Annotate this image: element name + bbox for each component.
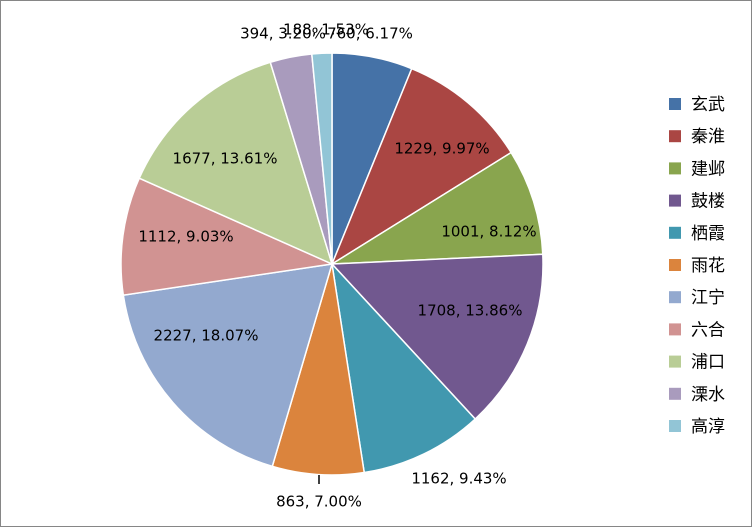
data-label-7: 2227, 18.07% <box>154 327 259 345</box>
legend-swatch-5 <box>669 226 681 239</box>
legend-swatch-2 <box>669 130 681 143</box>
pie-slice-2 <box>330 67 513 266</box>
legend-label-11: 高淳 <box>691 417 725 437</box>
legend-swatch-1 <box>669 98 681 110</box>
data-label-9: 1677, 13.61% <box>173 150 278 168</box>
data-label-4: 1708, 13.86% <box>418 302 523 320</box>
legend-swatch-6 <box>669 259 681 271</box>
data-label-11: 188, 1.53% <box>283 21 369 39</box>
pie-slice-5 <box>330 261 477 474</box>
legend-swatch-10 <box>669 387 681 400</box>
data-label-8: 1112, 9.03% <box>138 228 233 246</box>
legend-label-1: 玄武 <box>691 95 725 115</box>
legend-label-9: 浦口 <box>691 353 725 373</box>
data-labels: 760, 6.17% 1229, 9.97% 1001, 8.12% 1708, 13… <box>138 21 536 511</box>
legend-label-2: 秦淮 <box>691 127 725 147</box>
pie-slice-9 <box>138 61 334 266</box>
data-label-2: 1229, 9.97% <box>394 140 489 158</box>
legend-label-6: 雨花 <box>691 256 725 276</box>
legend-swatch-3 <box>669 162 681 175</box>
legend-swatch-11 <box>669 420 681 432</box>
data-label-1: 760, 6.17% <box>327 25 413 43</box>
legend-label-5: 栖霞 <box>691 224 725 244</box>
data-label-5: 1162, 9.43% <box>411 470 506 488</box>
legend-label-10: 溧水 <box>691 385 725 405</box>
data-label-3: 1001, 8.12% <box>441 223 536 241</box>
legend-label-4: 鼓楼 <box>691 192 725 212</box>
pie-slice-4 <box>330 253 544 421</box>
legend-swatch-7 <box>669 291 681 304</box>
pie-slice-8 <box>120 177 335 297</box>
legend-label-3: 建邺 <box>691 159 725 179</box>
legend-label-7: 江宁 <box>691 288 725 308</box>
pie-slices <box>120 52 544 476</box>
pie-slice-7 <box>122 263 334 468</box>
data-label-6: 863, 7.00% <box>276 493 362 511</box>
data-label-10: 394, 3.20% <box>240 25 326 43</box>
legend-swatch-4 <box>669 194 681 207</box>
legend-swatch-9 <box>669 355 681 368</box>
pie-slice-3 <box>329 151 544 265</box>
legend-swatch-8 <box>669 323 681 336</box>
pie-slice-11 <box>310 52 333 265</box>
legend-label-8: 六合 <box>691 320 725 340</box>
